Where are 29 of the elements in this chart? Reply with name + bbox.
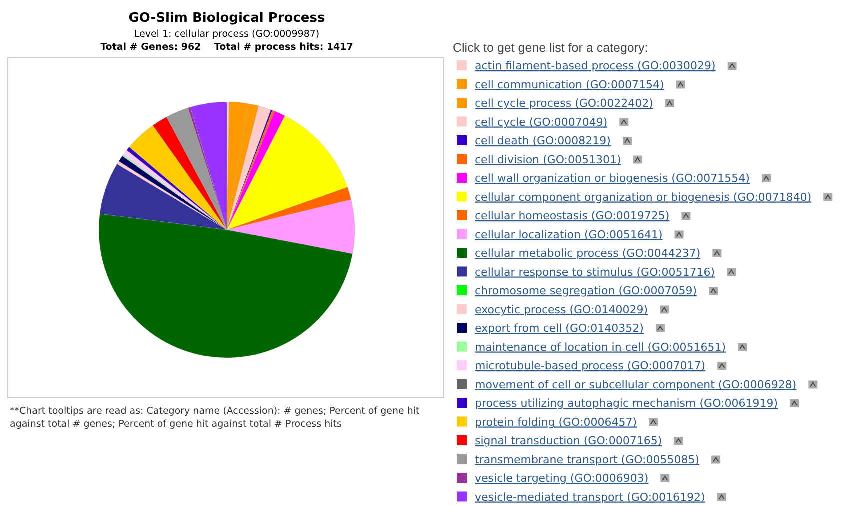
legend-label: signal transduction (GO:0007165) <box>475 434 662 448</box>
legend-label: cellular localization (GO:0051641) <box>475 228 663 242</box>
chart-subtitle: Level 1: cellular process (GO:0009987) <box>134 29 320 40</box>
legend-label: cell cycle process (GO:0022402) <box>475 97 654 110</box>
legend-label: transmembrane transport (GO:0055085) <box>475 453 700 466</box>
legend-label: cell death (GO:0008219) <box>475 134 611 148</box>
legend-label: cellular homeostasis (GO:0019725) <box>475 210 670 222</box>
legend-label: vesicle targeting (GO:0006903) <box>475 472 649 485</box>
legend-label: maintenance of location in cell (GO:0051651) <box>475 340 726 354</box>
legend-label: actin filament-based process (GO:0030029) <box>475 60 716 72</box>
legend-label: cellular metabolic process (GO:0044237) <box>475 247 701 260</box>
legend-label: movement of cell or subcellular component (GO:0006928) <box>475 378 797 392</box>
legend-label: cell division (GO:0051301) <box>475 153 622 166</box>
legend-label: exocytic process (GO:0140029) <box>475 303 648 316</box>
legend-label: chromosome segregation (GO:0007059) <box>475 284 698 298</box>
chart-title: GO-Slim Biological Process <box>128 11 326 26</box>
legend-label: export from cell (GO:0140352) <box>475 322 644 335</box>
text: **Chart tooltips are read as: Category name (Accession): # genes; Percent of gene hit against total # genes; Percent of gene hit against total # Process hits <box>10 406 420 430</box>
legend-label: cellular response to stimulus (GO:0051716) <box>475 266 716 279</box>
legend-label: cell cycle (GO:0007049) <box>475 116 608 129</box>
legend-label: cell wall organization or biogenesis (GO:0071554) <box>475 172 750 185</box>
legend-label: vesicle-mediated transport (GO:0016192) <box>475 490 706 504</box>
text: Total # Genes: 962 Total # process hits: 1417 <box>100 42 354 53</box>
legend-label: cell communication (GO:0007154) <box>475 78 664 92</box>
legend-label: process utilizing autophagic mechanism (GO:0061919) <box>475 397 778 410</box>
legend-label: cellular component organization or biogenesis (GO:0071840) <box>475 190 812 204</box>
legend-title: Click to get gene list for a category: <box>453 41 648 55</box>
legend-label: protein folding (GO:0006457) <box>475 416 638 429</box>
legend-label: microtubule-based process (GO:0007017) <box>475 360 706 372</box>
